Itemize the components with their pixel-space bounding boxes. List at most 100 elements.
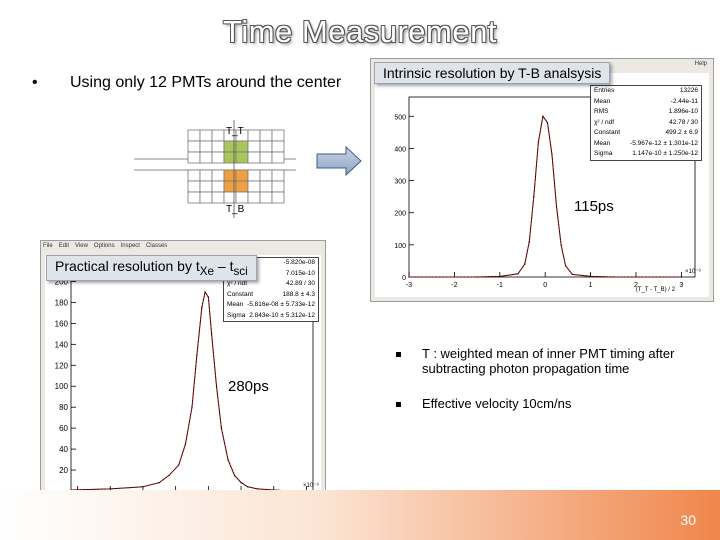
menu-item[interactable]: Classes — [145, 243, 168, 249]
stats-row: χ² / ndf 42.89 / 30 — [224, 279, 318, 290]
y-tick-label: 400 — [394, 146, 406, 153]
pmt-cell — [235, 140, 249, 153]
stats-row: Mean -5.967e-12 ± 1.301e-12 — [591, 139, 701, 150]
y-tick-label: 80 — [59, 403, 68, 412]
data-point — [220, 427, 222, 429]
pmt-cell — [187, 129, 201, 142]
pmt-cell — [271, 151, 285, 164]
page-number: 30 — [680, 512, 696, 528]
stats-row: Sigma 1.147e-10 ± 1.250e-12 — [591, 149, 701, 160]
stats-key: Mean — [594, 97, 611, 105]
stats-key: Entries — [594, 87, 615, 94]
pmt-cell — [235, 151, 249, 164]
pmt-cell — [271, 191, 285, 204]
res-280-label: 280ps — [228, 378, 269, 395]
pmt-cell — [271, 169, 285, 182]
pmt-cell — [199, 180, 213, 193]
menu-item[interactable]: Edit — [58, 243, 70, 249]
stats-row: Constant 499.2 ± 6.9 — [591, 128, 701, 139]
intrinsic-plot-canvas: 500 400 300 200 100 0 -3 -2 -1 0 1 2 3 ×10⁻⁹ (T_T - T_… — [375, 73, 709, 297]
bullet-glyph: • — [32, 74, 38, 91]
x-tick-label: -3 — [406, 282, 412, 289]
pmt-cell — [259, 180, 273, 193]
pmt-cell — [271, 180, 285, 193]
practical-menu-bar: File Edit View Options Inspect Classes — [43, 243, 323, 253]
stats-first-value: -5.820e-08 — [283, 259, 315, 266]
stats-value: 42.89 / 30 — [286, 280, 315, 287]
data-point — [178, 464, 180, 466]
practical-plot-window: File Edit View Options Inspect Classes 200 180… — [40, 240, 326, 516]
pmt-cell — [199, 169, 213, 182]
y-tick-label: 0 — [402, 275, 406, 282]
y-tick-label: 200 — [55, 277, 69, 286]
x-tick-label: 3 — [679, 282, 683, 289]
pmt-cell — [271, 140, 285, 153]
pmt-cell — [199, 191, 213, 204]
data-point — [211, 333, 213, 335]
menu-item[interactable]: Options — [93, 243, 115, 249]
stats-value: -2.44e-11 — [670, 97, 698, 105]
pmt-cell — [211, 180, 225, 193]
x-tick-label: -2 — [451, 282, 457, 289]
practical-prefix: Practical resolution by t — [55, 258, 200, 274]
pmt-cell — [199, 140, 213, 153]
practical-sub-xe: Xe — [199, 264, 214, 278]
y-tick-label: 40 — [59, 445, 68, 454]
pmt-cell — [259, 191, 273, 204]
stats-key: Sigma — [594, 150, 613, 157]
note-weighted-mean: T : weighted mean of inner PMT timing af… — [422, 346, 675, 376]
stats-value: -5.967e-12 ± 1.301e-12 — [630, 139, 698, 147]
data-point — [476, 276, 478, 278]
pmt-cell — [211, 129, 225, 142]
pmt-cell — [187, 151, 201, 164]
stats-row: Mean -2.44e-11 — [591, 97, 701, 108]
help-menu[interactable]: Help — [694, 61, 707, 67]
x-exponent-label: ×10⁻⁹ — [685, 268, 701, 275]
intrinsic-plot-window: Help 500 400 300 200 100 0 -3 -2 -1 0 1 2 3 ×10⁻⁹ (T_T… — [370, 58, 714, 302]
data-point — [227, 459, 229, 461]
data-point — [191, 406, 193, 408]
slide-title: Time Measurement — [223, 14, 497, 49]
x-tick-label: 2 — [634, 282, 638, 289]
pmt-cell — [247, 151, 261, 164]
data-point — [184, 443, 187, 445]
menu-item[interactable]: Inspect — [120, 243, 140, 249]
pmt-cell — [187, 191, 201, 204]
x-tick-label: -1 — [497, 282, 503, 289]
pmt-cell — [259, 129, 273, 142]
y-tick-label: 200 — [394, 211, 406, 218]
data-point — [408, 276, 410, 278]
y-tick-label: 120 — [55, 361, 69, 370]
stats-value: -5.816e-08 ± 5.733e-12 — [247, 301, 315, 308]
data-point — [533, 196, 535, 198]
y-tick-label: 180 — [55, 298, 69, 307]
pmt-cell — [235, 169, 249, 182]
stats-key: Constant — [594, 129, 621, 136]
pmt-cell — [247, 180, 261, 193]
menu-item[interactable]: File — [43, 243, 53, 249]
data-point — [571, 273, 573, 275]
stats-key: χ² / ndf — [227, 280, 248, 287]
data-point — [542, 115, 544, 117]
data-point — [680, 276, 682, 278]
data-point — [201, 307, 203, 309]
data-point — [528, 241, 530, 243]
stats-value: 499.2 ± 6.9 — [665, 129, 698, 136]
pmt-cell — [187, 180, 201, 193]
x-tick-label: 1 — [589, 282, 593, 289]
pmt-cell — [259, 169, 273, 182]
data-point — [109, 488, 111, 490]
plot-frame — [408, 96, 696, 278]
note-bullet — [396, 402, 401, 407]
practical-mid: – t — [214, 258, 234, 274]
pmt-cell — [211, 151, 225, 164]
stats-key: Constant — [227, 290, 254, 298]
data-point — [560, 244, 562, 246]
right-arrow-icon — [316, 145, 362, 177]
stats-value: 13226 — [679, 87, 698, 94]
footer-bar — [0, 490, 720, 540]
note-bullet — [396, 352, 401, 357]
data-point — [546, 122, 549, 124]
stats-value: 1.147e-10 ± 1.250e-12 — [632, 150, 698, 157]
menu-item[interactable]: View — [75, 243, 88, 249]
